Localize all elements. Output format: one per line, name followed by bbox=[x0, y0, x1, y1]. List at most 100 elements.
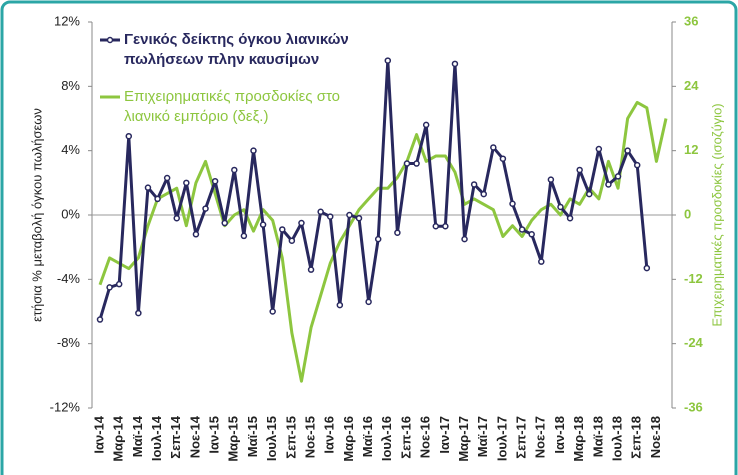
point bbox=[374, 235, 382, 243]
y-tick-label: 12% bbox=[54, 13, 80, 28]
point bbox=[490, 144, 497, 151]
point bbox=[115, 280, 123, 288]
legend-label: Γενικός δείκτης όγκου λιανικών πωλήσεων π… bbox=[124, 31, 349, 68]
point bbox=[240, 232, 248, 240]
point bbox=[326, 213, 334, 220]
y2-tick-label: 24 bbox=[684, 78, 699, 93]
point bbox=[557, 203, 564, 211]
point bbox=[470, 181, 478, 188]
legend-label-line: λιανικό εμπόριο (δεξ.) bbox=[124, 108, 268, 125]
point bbox=[547, 176, 555, 183]
legend-label-line: Γενικός δείκτης όγκου λιανικών bbox=[124, 31, 349, 48]
legend-marker bbox=[106, 36, 114, 44]
legend-label-line: πωλήσεων πλην καυσίμων bbox=[124, 51, 319, 68]
point bbox=[432, 223, 440, 230]
point bbox=[586, 190, 593, 198]
y-tick-label: 8% bbox=[61, 78, 80, 93]
point bbox=[250, 147, 257, 154]
point bbox=[346, 211, 353, 219]
y2-axis-label: Επιχειρηματικές προσδοκίες (ισοζύγιο) bbox=[709, 103, 724, 326]
legend-label: Επιχειρηματικές προσδοκίες στο λιανικό εμ… bbox=[124, 88, 340, 125]
x-tick-label: Μαρ-18 bbox=[571, 416, 586, 462]
point bbox=[144, 184, 152, 191]
point bbox=[394, 229, 401, 236]
point bbox=[211, 177, 219, 185]
x-tick-label: Σεπ-17 bbox=[514, 416, 529, 459]
point bbox=[451, 60, 459, 68]
point bbox=[173, 214, 180, 222]
point bbox=[595, 145, 603, 153]
y-tick-label: 4% bbox=[61, 142, 80, 157]
x-tick-label: Ιουλ-15 bbox=[264, 416, 279, 461]
x-tick-label: Μαϊ-17 bbox=[475, 416, 490, 457]
point bbox=[384, 57, 392, 64]
point bbox=[135, 309, 142, 317]
y2-tick-label: -36 bbox=[684, 399, 703, 414]
x-tick-label: Ιουλ-17 bbox=[494, 416, 509, 461]
y2-tick-label: -12 bbox=[684, 271, 703, 286]
y-axis-label: ετήσια % μεταβολή όγκου πωλήσεων bbox=[29, 108, 44, 322]
x-tick-label: Μαϊ-18 bbox=[590, 416, 605, 457]
x-tick-label: Νοε-16 bbox=[418, 416, 433, 458]
x-tick-label: Νοε-15 bbox=[302, 416, 317, 458]
series-line bbox=[98, 59, 649, 320]
point bbox=[403, 160, 411, 167]
point bbox=[317, 208, 324, 216]
point bbox=[365, 298, 372, 306]
x-tick-label: Ιαν-18 bbox=[552, 416, 567, 454]
point bbox=[221, 219, 228, 227]
point bbox=[442, 223, 449, 230]
y2-tick-label: -24 bbox=[684, 335, 704, 350]
point bbox=[509, 200, 516, 207]
x-tick-label: Ιουλ-16 bbox=[379, 416, 394, 461]
point bbox=[279, 226, 286, 233]
point bbox=[298, 219, 305, 227]
y-tick-label: -12% bbox=[50, 399, 81, 414]
point bbox=[538, 258, 545, 265]
x-tick-label: Μαρ-15 bbox=[226, 416, 241, 462]
legend-label-line: Επιχειρηματικές προσδοκίες στο bbox=[124, 88, 340, 105]
x-tick-label: Ιουλ-18 bbox=[609, 416, 624, 461]
point bbox=[566, 214, 574, 222]
point bbox=[336, 301, 344, 309]
y2-tick-label: 12 bbox=[684, 142, 698, 157]
y-tick-label: 0% bbox=[61, 206, 80, 221]
x-tick-label: Νοε-14 bbox=[187, 415, 202, 458]
x-tick-label: Μαρ-14 bbox=[111, 415, 126, 461]
x-tick-label: Ιαν-17 bbox=[437, 416, 452, 454]
point bbox=[288, 237, 296, 244]
point bbox=[633, 161, 641, 169]
point bbox=[499, 155, 507, 162]
point bbox=[231, 166, 238, 174]
x-tick-label: Μαϊ-16 bbox=[360, 416, 375, 457]
point bbox=[163, 174, 171, 182]
x-tick-label: Νοε-18 bbox=[648, 416, 663, 458]
x-tick-label: Ιουλ-14 bbox=[149, 415, 164, 461]
point bbox=[355, 214, 363, 222]
x-tick-label: Σεπ-16 bbox=[398, 416, 413, 459]
point bbox=[106, 284, 113, 291]
point bbox=[125, 132, 133, 140]
y-tick-label: -4% bbox=[57, 271, 81, 286]
x-tick-label: Μαϊ-14 bbox=[130, 415, 145, 457]
point bbox=[576, 166, 583, 174]
point bbox=[413, 160, 420, 167]
x-tick-label: Σεπ-15 bbox=[283, 416, 298, 459]
point bbox=[307, 266, 315, 273]
point bbox=[154, 195, 161, 203]
x-tick-label: Σεπ-18 bbox=[629, 416, 644, 459]
y-tick-label: -8% bbox=[57, 335, 81, 350]
point bbox=[269, 308, 276, 315]
x-tick-label: Μαρ-16 bbox=[341, 416, 356, 462]
y2-tick-label: 0 bbox=[684, 206, 691, 221]
point bbox=[518, 226, 526, 233]
point bbox=[202, 205, 209, 212]
point bbox=[624, 147, 631, 154]
point bbox=[183, 179, 190, 187]
point bbox=[259, 221, 267, 228]
point bbox=[614, 173, 622, 180]
point bbox=[422, 121, 430, 129]
